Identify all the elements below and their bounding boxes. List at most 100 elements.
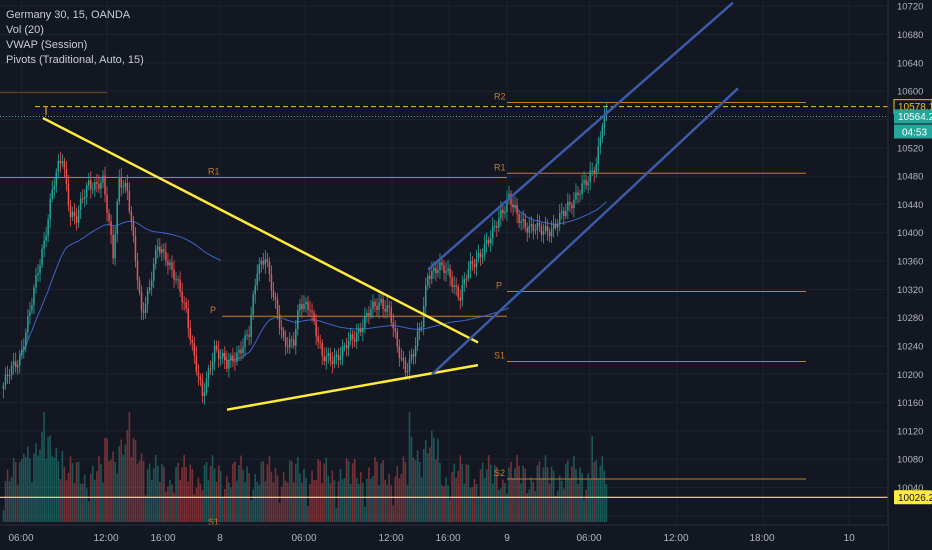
candle-body (110, 221, 112, 235)
last-price-label: 10564.2 (898, 112, 932, 123)
candle-body (301, 303, 303, 310)
volume-bar (323, 463, 326, 522)
volume-bar (355, 477, 358, 522)
legend-volume[interactable]: Vol (20) (6, 24, 44, 36)
candle-body (165, 251, 167, 262)
price-tick-label: 10720 (897, 2, 923, 13)
bottom-level-label: 10026.2 (898, 493, 932, 504)
candle-body (83, 196, 86, 200)
candle-body (455, 285, 457, 287)
volume-bar (71, 463, 74, 522)
candle-body (102, 175, 104, 183)
volume-bar (489, 464, 492, 522)
candle-body (408, 359, 411, 372)
candle-body (189, 328, 192, 340)
volume-bar (6, 469, 9, 522)
candle-body (412, 354, 415, 357)
candle-body (477, 252, 480, 260)
drawings[interactable] (0, 1, 888, 498)
volume-bar (453, 463, 455, 522)
price-axis[interactable]: 1072010680106401060010560105201048010440… (887, 0, 932, 550)
candle-body (358, 328, 360, 333)
volume-bar (181, 467, 183, 522)
volume-bar (522, 465, 524, 522)
volume-bar (132, 438, 135, 522)
candle-body (581, 183, 583, 194)
volume-bar (266, 464, 269, 522)
candle-body (494, 225, 496, 227)
volume-bar (63, 466, 66, 522)
volume-bar (23, 453, 25, 522)
candle-body (489, 238, 492, 244)
candle-body (236, 352, 238, 362)
candle-body (457, 286, 459, 298)
candle-body (128, 191, 131, 212)
candle-body (295, 329, 297, 346)
candle-body (124, 183, 127, 187)
candle-body (92, 189, 94, 191)
volume-bar (469, 487, 472, 522)
candle-body (473, 264, 476, 268)
volume-bar (264, 481, 267, 522)
volume-bar (601, 456, 604, 522)
volume-bar (152, 468, 155, 522)
legend-symbol[interactable]: Germany 30, 15, OANDA (6, 9, 131, 21)
volume-bar (357, 483, 360, 522)
volume-bar (437, 438, 439, 522)
candle-body (242, 347, 244, 354)
candle-body (516, 205, 518, 215)
legend-vwap[interactable]: VWAP (Session) (6, 39, 88, 51)
volume-bar (368, 467, 370, 522)
volume-bar (404, 462, 407, 522)
volume-bar (236, 480, 238, 522)
volume-bar (441, 485, 443, 522)
candle-body (536, 222, 539, 231)
volume-bar (400, 474, 403, 522)
volume-bar (552, 470, 555, 522)
time-axis[interactable]: 06:00 12:00 16:00 8 06:00 12:00 16:00 9 06:00 12:… (0, 524, 888, 550)
candle-body (6, 374, 9, 377)
volume-bar (201, 489, 204, 522)
candle-body (211, 361, 214, 369)
candle-body (234, 361, 236, 363)
volume-bar (81, 483, 84, 522)
candle-body (47, 219, 49, 236)
candle-body (307, 301, 309, 310)
volume-bar (520, 483, 522, 522)
candle-body (77, 209, 80, 223)
volume-bar (461, 463, 464, 522)
volume-bar (238, 465, 240, 522)
candle-body (487, 239, 490, 244)
volume-bar (203, 465, 206, 522)
candle-body (335, 354, 338, 357)
volume-bar (112, 451, 114, 522)
volume-bar (223, 488, 226, 522)
legend-pivots[interactable]: Pivots (Traditional, Auto, 15) (6, 54, 144, 66)
candle-body (465, 278, 468, 280)
candle-body (427, 275, 429, 286)
volume-bar (169, 479, 171, 522)
volume-bar (197, 477, 200, 522)
volume-bar (325, 457, 328, 522)
volume-bar (240, 455, 242, 522)
volume-bar (35, 443, 37, 522)
candle-body (532, 224, 535, 231)
candle-body (230, 355, 232, 361)
candle-body (278, 314, 281, 328)
candle-body (291, 339, 293, 341)
pivot-label: S1 (208, 517, 219, 527)
candle-body (463, 278, 466, 285)
volume-bar (339, 468, 342, 522)
candle-body (601, 126, 604, 139)
time-tick-label: 10 (844, 533, 856, 544)
volume-bar (61, 450, 64, 522)
volume-bar (254, 474, 257, 522)
volume-bar (416, 450, 419, 522)
candle-body (404, 360, 407, 373)
candle-body (276, 299, 279, 315)
price-tick-label: 10520 (897, 143, 923, 154)
candle-body (530, 224, 533, 227)
candle-body (514, 205, 516, 208)
pivot-label: P (496, 280, 502, 290)
